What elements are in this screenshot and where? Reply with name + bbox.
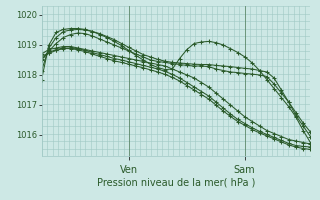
- X-axis label: Pression niveau de la mer( hPa ): Pression niveau de la mer( hPa ): [97, 178, 255, 188]
